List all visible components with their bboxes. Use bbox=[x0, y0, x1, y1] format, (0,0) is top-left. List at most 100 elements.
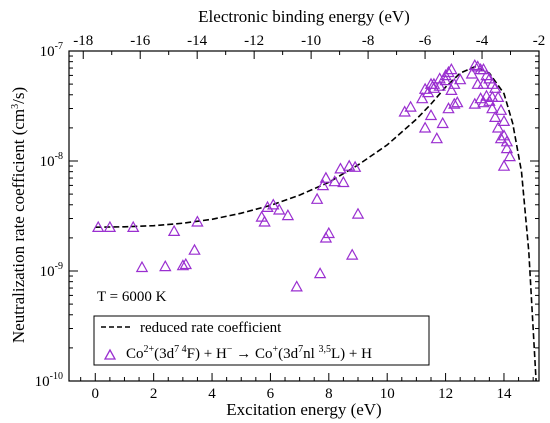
y-axis-title-tail: /s) bbox=[9, 87, 28, 104]
data-point-53 bbox=[453, 73, 467, 85]
data-point-41 bbox=[433, 79, 446, 91]
lm-t4: → Co bbox=[232, 346, 272, 362]
data-point-38 bbox=[427, 77, 441, 89]
data-point-24 bbox=[334, 162, 347, 174]
x-tick-label-6: 12 bbox=[438, 386, 453, 402]
lm-s3: − bbox=[227, 344, 233, 355]
data-point-21 bbox=[319, 171, 333, 183]
x-tick-label-4: 8 bbox=[325, 386, 333, 402]
x-tick-label-2: 4 bbox=[208, 386, 216, 402]
data-point-1 bbox=[103, 220, 117, 232]
data-point-76 bbox=[494, 132, 508, 144]
data-point-32 bbox=[415, 92, 429, 104]
legend-marker-swatch bbox=[103, 348, 117, 360]
data-point-8 bbox=[188, 243, 201, 255]
lm-s1: 2+ bbox=[144, 344, 155, 355]
x2-tick-label-6: -6 bbox=[419, 33, 432, 49]
temperature-annotation: T = 6000 K bbox=[97, 289, 167, 305]
y-tick-label-3: 10-7 bbox=[40, 41, 63, 60]
legend-marker-label: Co2+(3d7 4F) + H− → Co+(3d7nl 3,5L) + H bbox=[126, 344, 372, 362]
data-point-26 bbox=[342, 159, 356, 171]
reduced-rate-curve bbox=[95, 65, 537, 382]
x2-tick-label-1: -16 bbox=[130, 33, 150, 49]
lm-t7: L) + H bbox=[331, 346, 372, 362]
points-layer bbox=[91, 58, 517, 292]
data-point-54 bbox=[465, 67, 479, 79]
data-point-66 bbox=[483, 72, 496, 84]
data-point-3 bbox=[135, 260, 149, 273]
data-point-22 bbox=[322, 226, 336, 239]
data-point-77 bbox=[497, 114, 511, 127]
data-point-49 bbox=[445, 62, 458, 75]
x-tick-label-1: 2 bbox=[150, 386, 158, 402]
x2-tick-label-2: -14 bbox=[187, 33, 207, 49]
data-point-28 bbox=[348, 160, 362, 172]
data-point-80 bbox=[500, 135, 514, 147]
y-axis-title-sup: 3 bbox=[10, 104, 21, 109]
lm-t3: F) + H bbox=[187, 346, 227, 362]
x2-tick-label-0: -18 bbox=[73, 33, 93, 49]
data-point-78 bbox=[497, 129, 511, 141]
data-point-70 bbox=[486, 102, 499, 114]
data-point-43 bbox=[436, 116, 449, 129]
lm-s5: 7 bbox=[298, 344, 303, 355]
x2-tick-label-4: -10 bbox=[301, 33, 321, 49]
lm-t5: (3d bbox=[278, 346, 298, 362]
lm-t1: Co bbox=[126, 346, 144, 362]
data-point-11 bbox=[258, 215, 271, 227]
data-point-51 bbox=[448, 97, 461, 109]
y-tick-label-1: 10-9 bbox=[40, 261, 63, 280]
data-point-17 bbox=[310, 192, 324, 204]
data-point-62 bbox=[477, 77, 490, 89]
y-axis-title-text: Neutralization rate coefficient (cm bbox=[9, 109, 28, 343]
data-point-16 bbox=[290, 280, 303, 292]
x-tick-label-0: 0 bbox=[92, 386, 100, 402]
lm-s2: 7 4 bbox=[174, 344, 187, 355]
lm-s4: + bbox=[272, 344, 278, 355]
data-point-9 bbox=[191, 215, 204, 227]
x2-tick-label-5: -8 bbox=[362, 33, 375, 49]
data-point-12 bbox=[261, 200, 274, 212]
legend: reduced rate coefficient Co2+(3d7 4F) + … bbox=[93, 315, 430, 366]
data-point-57 bbox=[471, 60, 484, 72]
data-point-0 bbox=[91, 220, 105, 232]
x2-tick-label-7: -4 bbox=[476, 33, 489, 49]
x2-tick-label-3: -12 bbox=[244, 33, 264, 49]
data-point-42 bbox=[433, 72, 446, 84]
data-point-79 bbox=[497, 159, 511, 171]
data-point-15 bbox=[281, 208, 295, 221]
data-point-36 bbox=[424, 108, 438, 121]
y-tick-label-0: 10-10 bbox=[35, 371, 63, 390]
data-point-5 bbox=[167, 224, 181, 236]
data-point-23 bbox=[328, 175, 341, 187]
data-point-18 bbox=[313, 267, 327, 279]
data-point-2 bbox=[126, 220, 140, 232]
y-tick-label-2: 10-8 bbox=[40, 151, 63, 170]
data-point-10 bbox=[255, 210, 268, 222]
data-point-27 bbox=[345, 248, 359, 260]
x-axis-title: Excitation energy (eV) bbox=[226, 400, 381, 419]
data-point-73 bbox=[491, 90, 505, 103]
data-point-25 bbox=[337, 175, 350, 188]
x-tick-label-7: 14 bbox=[496, 386, 512, 402]
data-point-29 bbox=[351, 207, 365, 219]
ticks-layer: 0 2 4 6 8 10 12 14 -18 -16 -14 -12 -10 -8 -6 -4 -2 10-10 1… bbox=[35, 33, 546, 402]
data-point-7 bbox=[179, 257, 193, 270]
lm-t6: nl bbox=[303, 346, 318, 362]
data-point-55 bbox=[468, 58, 482, 71]
data-point-14 bbox=[272, 203, 286, 215]
data-point-33 bbox=[418, 121, 432, 133]
data-point-74 bbox=[491, 121, 505, 133]
legend-curve-label: reduced rate coefficient bbox=[140, 320, 282, 336]
data-point-46 bbox=[442, 65, 455, 78]
data-point-4 bbox=[159, 259, 172, 272]
data-point-6 bbox=[176, 259, 190, 271]
data-point-71 bbox=[488, 81, 502, 93]
x2-tick-label-8: -2 bbox=[533, 33, 546, 49]
data-point-13 bbox=[267, 198, 280, 210]
plot-frame bbox=[68, 50, 540, 382]
data-point-52 bbox=[451, 96, 464, 108]
data-point-67 bbox=[483, 94, 496, 106]
lm-t2: (3d bbox=[154, 346, 174, 362]
